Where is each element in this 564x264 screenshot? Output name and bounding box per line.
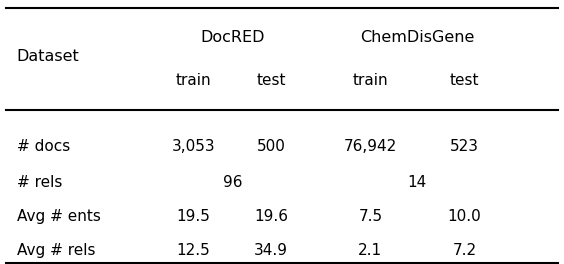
Text: 7.2: 7.2	[452, 243, 477, 258]
Text: test: test	[256, 73, 286, 88]
Text: 34.9: 34.9	[254, 243, 288, 258]
Text: 3,053: 3,053	[172, 139, 215, 154]
Text: train: train	[176, 73, 212, 88]
Text: 2.1: 2.1	[358, 243, 382, 258]
Text: Avg # ents: Avg # ents	[17, 209, 100, 224]
Text: ChemDisGene: ChemDisGene	[360, 30, 474, 45]
Text: DocRED: DocRED	[200, 30, 265, 45]
Text: 14: 14	[408, 175, 427, 190]
Text: # rels: # rels	[17, 175, 62, 190]
Text: # docs: # docs	[17, 139, 70, 154]
Text: 500: 500	[257, 139, 285, 154]
Text: 96: 96	[223, 175, 242, 190]
Text: 19.6: 19.6	[254, 209, 288, 224]
Text: test: test	[450, 73, 479, 88]
Text: train: train	[352, 73, 388, 88]
Text: 12.5: 12.5	[177, 243, 210, 258]
Text: 76,942: 76,942	[344, 139, 397, 154]
Text: Dataset: Dataset	[17, 49, 80, 64]
Text: 10.0: 10.0	[447, 209, 481, 224]
Text: 7.5: 7.5	[358, 209, 382, 224]
Text: 19.5: 19.5	[177, 209, 210, 224]
Text: Avg # rels: Avg # rels	[17, 243, 95, 258]
Text: 523: 523	[450, 139, 479, 154]
